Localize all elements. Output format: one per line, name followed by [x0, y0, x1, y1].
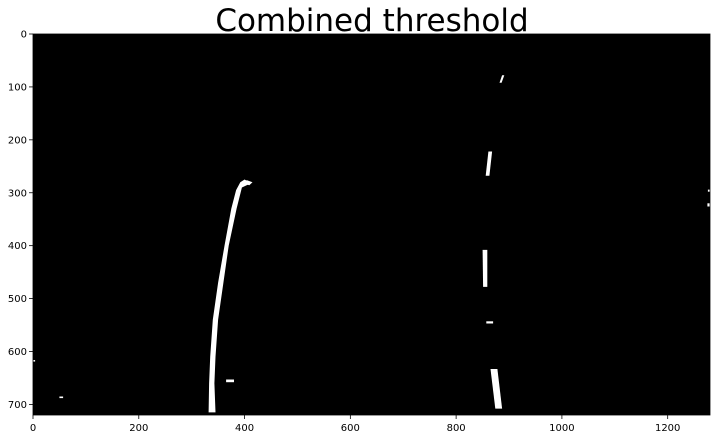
y-tick-label: 100	[8, 82, 27, 93]
edge-left-mark	[33, 360, 36, 362]
x-axis: 0 200 400 600 800 1000 1200	[30, 415, 680, 434]
edge-right-mark	[707, 189, 710, 192]
x-tick-label: 0	[30, 423, 36, 434]
x-tick-label: 600	[341, 423, 360, 434]
right-dash-4	[490, 369, 503, 409]
right-dash-1	[499, 75, 505, 83]
y-tick-label: 400	[8, 241, 27, 252]
x-tick-label: 1200	[655, 423, 680, 434]
y-tick-label: 500	[8, 294, 27, 305]
x-tick-label: 800	[447, 423, 466, 434]
y-axis: 0 100 200 300 400 500 600 700	[8, 30, 33, 411]
right-dash-2	[485, 151, 493, 176]
x-tick-label: 1000	[549, 423, 574, 434]
y-tick-label: 200	[8, 135, 27, 146]
right-dash-3	[482, 249, 488, 287]
chart-title: Combined threshold	[215, 3, 528, 39]
y-tick-label: 300	[8, 188, 27, 199]
left-lane-line	[208, 179, 251, 413]
edge-right-mark-2	[707, 203, 710, 207]
far-left-mark	[59, 396, 64, 399]
right-mark-small	[486, 321, 494, 324]
y-tick-label: 700	[8, 400, 27, 411]
image-area	[33, 34, 710, 415]
y-tick-label: 600	[8, 347, 27, 358]
threshold-mask	[33, 75, 710, 413]
x-tick-label: 200	[129, 423, 148, 434]
y-tick-label: 0	[21, 30, 27, 41]
x-tick-label: 400	[235, 423, 254, 434]
left-mark-small	[226, 379, 234, 383]
axes-frame	[32, 33, 711, 416]
left-lane-tip	[244, 180, 253, 186]
